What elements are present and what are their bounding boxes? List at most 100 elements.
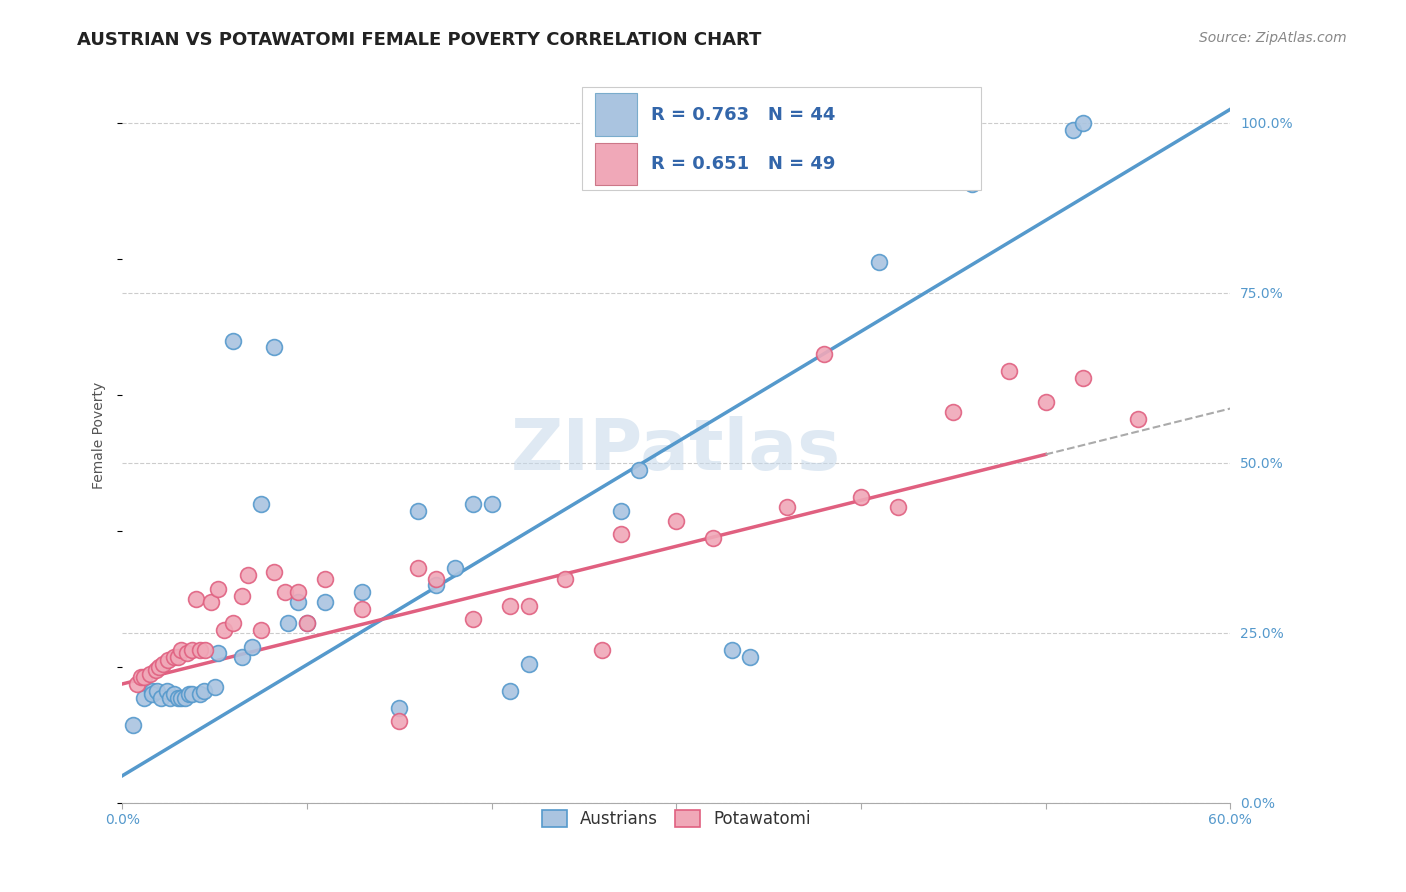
Point	[204, 681, 226, 695]
Point	[887, 500, 910, 515]
Point	[159, 690, 181, 705]
Point	[388, 700, 411, 714]
Point	[406, 561, 429, 575]
Point	[720, 643, 742, 657]
Point	[942, 405, 965, 419]
Point	[146, 683, 169, 698]
Point	[287, 595, 309, 609]
Point	[263, 565, 285, 579]
Point	[186, 591, 208, 606]
Point	[240, 640, 263, 654]
Text: R = 0.763   N = 44: R = 0.763 N = 44	[651, 106, 835, 124]
Point	[263, 340, 285, 354]
Y-axis label: Female Poverty: Female Poverty	[93, 382, 107, 490]
Text: R = 0.651   N = 49: R = 0.651 N = 49	[651, 155, 835, 173]
FancyBboxPatch shape	[582, 87, 981, 190]
Point	[277, 615, 299, 630]
Point	[274, 585, 297, 599]
Point	[481, 497, 503, 511]
Point	[134, 670, 156, 684]
Point	[314, 595, 336, 609]
Point	[868, 255, 890, 269]
Point	[813, 347, 835, 361]
Point	[463, 612, 485, 626]
Point	[1071, 116, 1094, 130]
Point	[152, 657, 174, 671]
Point	[207, 582, 229, 596]
Point	[141, 683, 163, 698]
Point	[295, 615, 318, 630]
Point	[212, 623, 235, 637]
Point	[176, 646, 198, 660]
Point	[443, 561, 465, 575]
Point	[122, 718, 145, 732]
Point	[295, 615, 318, 630]
Point	[517, 599, 540, 613]
Point	[1126, 411, 1149, 425]
Point	[849, 490, 872, 504]
Point	[249, 497, 271, 511]
Point	[156, 683, 179, 698]
Point	[740, 649, 762, 664]
Point	[163, 649, 186, 664]
Point	[463, 497, 485, 511]
Point	[200, 595, 222, 609]
Point	[425, 578, 447, 592]
Legend: Austrians, Potawatomi: Austrians, Potawatomi	[536, 804, 817, 835]
Point	[628, 463, 651, 477]
Point	[1071, 371, 1094, 385]
Point	[231, 649, 253, 664]
Point	[591, 643, 613, 657]
Point	[222, 615, 245, 630]
Point	[181, 687, 204, 701]
Point	[314, 572, 336, 586]
Text: Source: ZipAtlas.com: Source: ZipAtlas.com	[1199, 31, 1347, 45]
Point	[1035, 394, 1057, 409]
Point	[554, 572, 576, 586]
Point	[170, 643, 193, 657]
Point	[129, 670, 152, 684]
Point	[499, 683, 522, 698]
Point	[207, 646, 229, 660]
Point	[1062, 122, 1084, 136]
Point	[665, 514, 688, 528]
FancyBboxPatch shape	[595, 143, 637, 186]
Point	[610, 503, 633, 517]
Point	[174, 690, 197, 705]
Point	[181, 643, 204, 657]
Point	[222, 334, 245, 348]
Point	[188, 643, 211, 657]
Point	[134, 690, 156, 705]
Point	[125, 677, 148, 691]
Point	[170, 690, 193, 705]
Point	[163, 687, 186, 701]
FancyBboxPatch shape	[595, 94, 637, 136]
Point	[236, 568, 259, 582]
Point	[194, 643, 217, 657]
Text: ZIPatlas: ZIPatlas	[512, 416, 841, 485]
Point	[177, 687, 200, 701]
Point	[406, 503, 429, 517]
Point	[388, 714, 411, 729]
Point	[148, 660, 170, 674]
Point	[166, 649, 188, 664]
Point	[352, 585, 374, 599]
Point	[231, 589, 253, 603]
Point	[157, 653, 180, 667]
Point	[776, 500, 799, 515]
Point	[249, 623, 271, 637]
Point	[610, 527, 633, 541]
Point	[188, 687, 211, 701]
Point	[997, 364, 1019, 378]
Point	[166, 690, 188, 705]
Point	[517, 657, 540, 671]
Point	[139, 666, 162, 681]
Point	[150, 690, 173, 705]
Point	[960, 177, 983, 191]
Text: AUSTRIAN VS POTAWATOMI FEMALE POVERTY CORRELATION CHART: AUSTRIAN VS POTAWATOMI FEMALE POVERTY CO…	[77, 31, 762, 49]
Point	[352, 602, 374, 616]
Point	[145, 664, 167, 678]
Point	[499, 599, 522, 613]
Point	[702, 531, 724, 545]
Point	[425, 572, 447, 586]
